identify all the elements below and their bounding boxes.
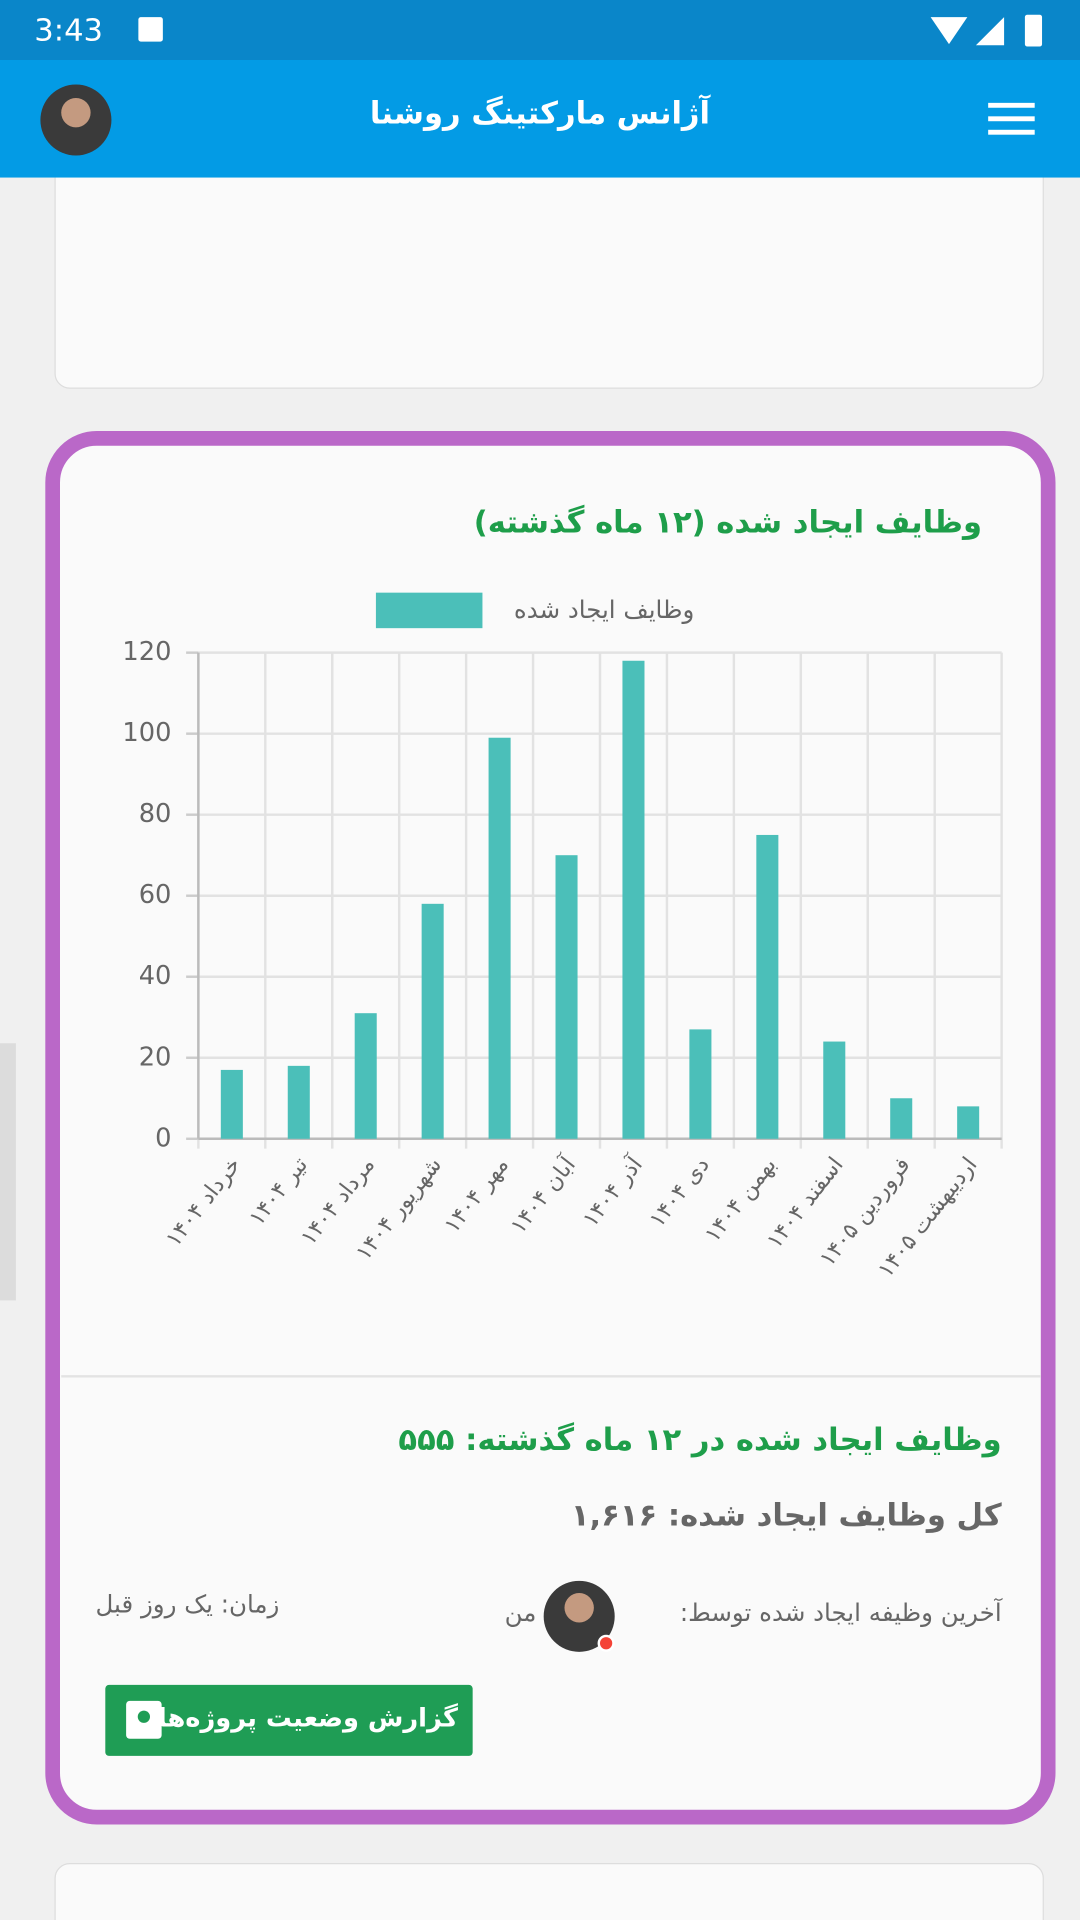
y-tick-label: 100 — [122, 718, 171, 748]
button-icon-head — [137, 1710, 150, 1723]
status-bar — [0, 0, 1080, 60]
bar — [354, 1013, 377, 1139]
bar — [622, 660, 645, 1139]
app-bar — [0, 60, 1080, 178]
summary-period: وظایف ایجاد شده در ۱۲ ماه گذشته: ۵۵۵ — [398, 1421, 1002, 1458]
status-time: 3:43 — [34, 12, 104, 48]
created-time: زمان: یک روز قبل — [95, 1589, 280, 1619]
button-label[interactable]: گزارش وضعیت پروژه‌ها — [157, 1703, 458, 1733]
bar — [555, 855, 578, 1139]
y-tick-label: 120 — [122, 637, 171, 667]
y-tick-label: 0 — [155, 1123, 171, 1153]
summary-total: کل وظایف ایجاد شده: ۱,۶۱۶ — [570, 1497, 1002, 1534]
bar — [689, 1029, 712, 1139]
legend-swatch — [375, 592, 483, 629]
chart-card — [45, 431, 1056, 1825]
status-dot — [597, 1634, 615, 1652]
avatar-face — [564, 1593, 594, 1623]
menu-line — [988, 102, 1035, 108]
signal-icon — [975, 17, 1005, 46]
scroll-edge — [0, 1043, 16, 1301]
y-tick-label: 60 — [139, 880, 172, 910]
top-card — [54, 146, 1044, 389]
creator-label: آخرین وظیفه ایجاد شده توسط: — [679, 1597, 1002, 1628]
legend-label: وظایف ایجاد شده — [514, 595, 694, 624]
chart-title: وظایف ایجاد شده (۱۲ ماه گذشته) — [473, 504, 983, 540]
app-title: آژانس مارکتینگ روشنا — [369, 95, 711, 132]
bar — [756, 834, 779, 1139]
avatar-face — [61, 97, 91, 128]
report-button[interactable] — [105, 1684, 473, 1756]
bar — [957, 1106, 980, 1139]
menu-button[interactable] — [988, 102, 1035, 135]
bar — [823, 1041, 846, 1139]
battery-icon — [1024, 14, 1043, 47]
wifi-icon — [930, 17, 968, 45]
creator-name: من — [504, 1597, 537, 1628]
bottom-card — [54, 1863, 1044, 1920]
bar — [421, 903, 444, 1139]
y-tick-label: 40 — [139, 961, 172, 991]
status-icon — [138, 17, 163, 42]
y-tick-label: 80 — [139, 799, 172, 829]
bar — [890, 1098, 913, 1139]
menu-line — [988, 129, 1035, 135]
bar — [488, 737, 511, 1139]
menu-line — [988, 116, 1035, 122]
bar — [287, 1065, 310, 1139]
bar — [220, 1069, 243, 1139]
y-tick-label: 20 — [139, 1042, 172, 1072]
